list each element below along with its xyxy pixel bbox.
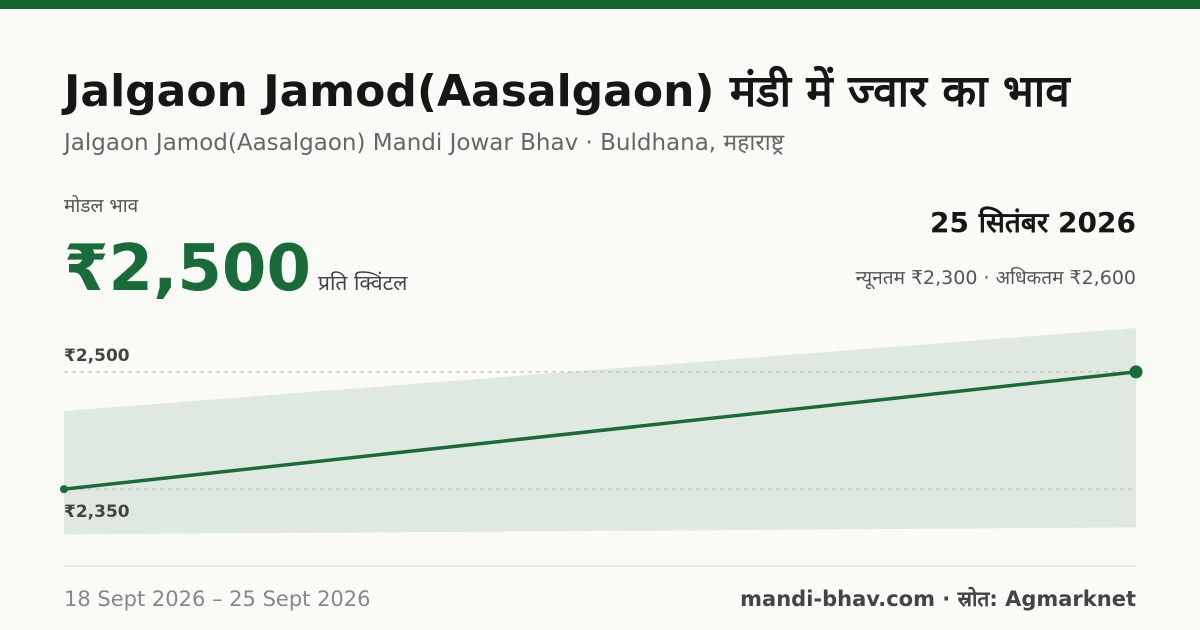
price-date: 25 सितंबर 2026 [930,206,1136,239]
line [63,370,1137,491]
y-tick-label: ₹2,350 [64,502,130,522]
top-bar [0,0,1200,9]
price-label: मोडल भाव [64,194,139,217]
title: Jalgaon Jamod(Aasalgaon) मंडी में ज्वार … [61,65,1071,117]
price-value: ₹2,500 [64,232,311,306]
footer-source: mandi-bhav.com · स्रोत: Agmarknet [740,586,1136,611]
point [1129,365,1143,379]
plot: ₹2,350 ₹2,500 [60,328,1143,535]
price-range: न्यूनतम ₹2,300 · अधिकतम ₹2,600 [856,266,1136,290]
footer-date-range: 18 Sept 2026 – 25 Sept 2026 [64,587,371,611]
point [60,485,68,494]
price-unit: प्रति क्विंटल [318,271,408,295]
y-tick-label: ₹2,500 [64,346,130,366]
subtitle: Jalgaon Jamod(Aasalgaon) Mandi Jowar Bha… [62,130,785,156]
